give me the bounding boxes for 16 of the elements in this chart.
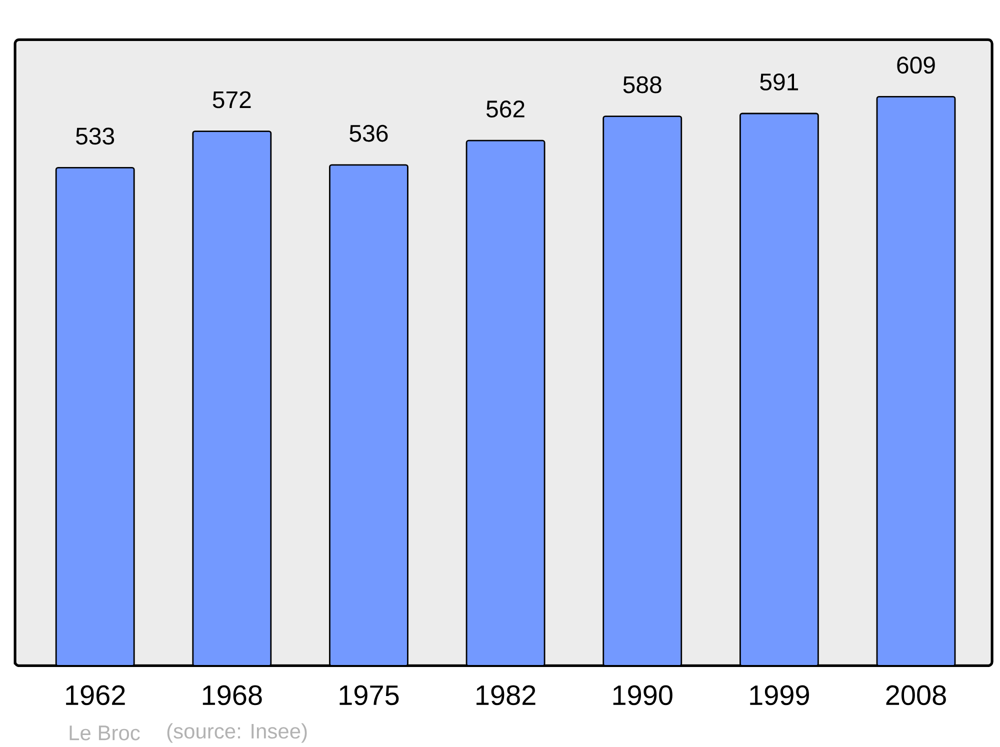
text: (source: Insee): [167, 723, 307, 743]
x-tick-label: 1975: [340, 685, 399, 706]
x-tick-label: 1962: [66, 685, 125, 706]
data-label: 609: [897, 56, 935, 74]
text: Le Broc: [70, 726, 140, 740]
x-tick-label: 1990: [613, 685, 672, 706]
data-label: 562: [486, 100, 524, 118]
data-label: 591: [760, 73, 798, 90]
data-label: 572: [212, 91, 251, 108]
data-label: 536: [350, 124, 388, 142]
x-tick-label: 2008: [886, 685, 946, 706]
data-label: 533: [76, 128, 114, 145]
data-label: 588: [623, 76, 662, 94]
x-tick-label: 1982: [476, 685, 536, 706]
x-tick-label: 1968: [202, 685, 262, 706]
x-tick-label: 1999: [750, 685, 809, 706]
